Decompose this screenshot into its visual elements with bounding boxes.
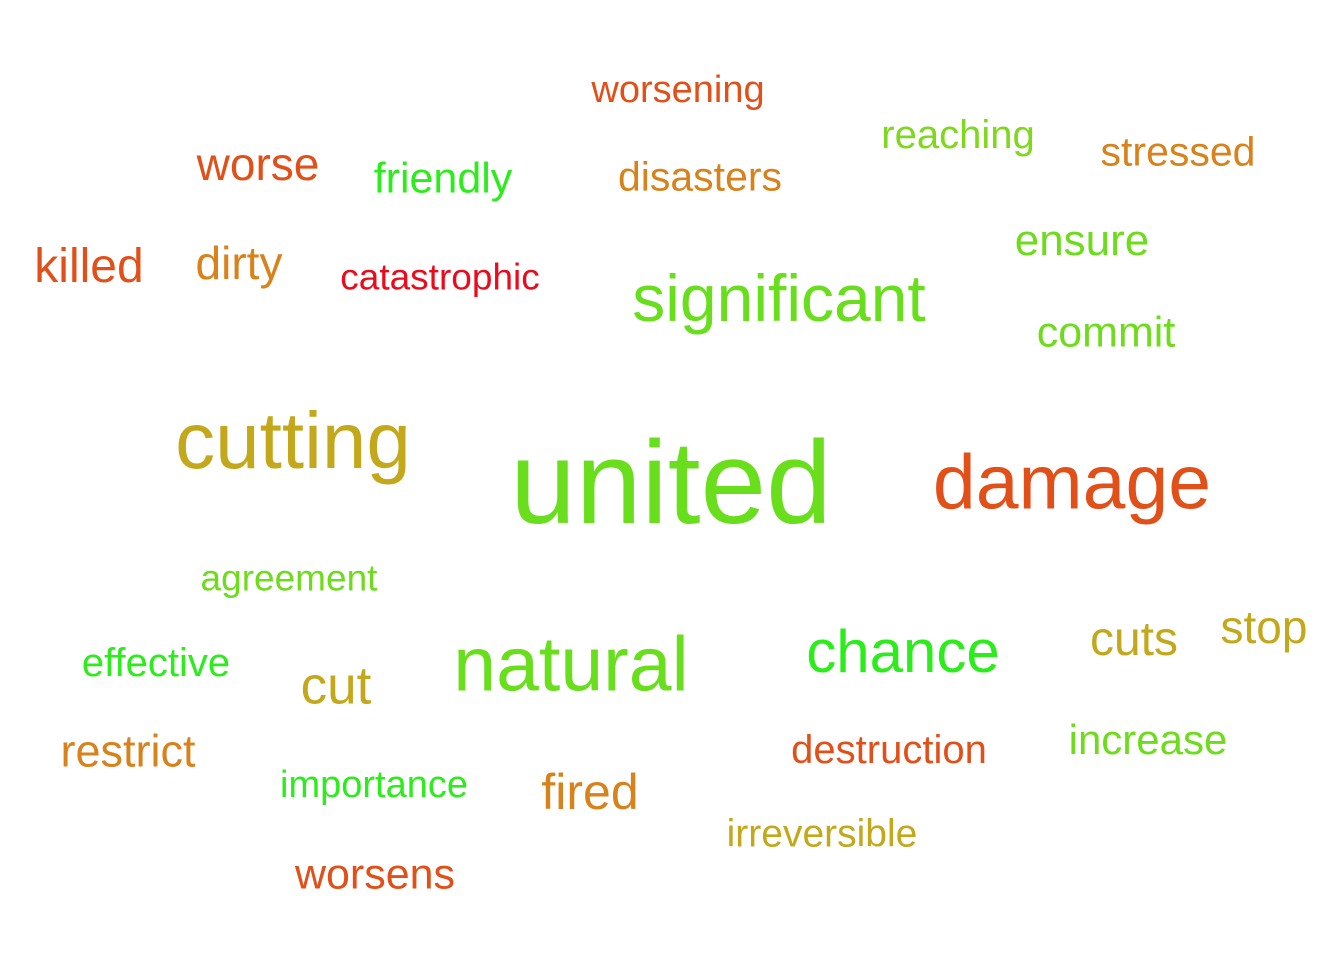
word-reaching: reaching	[881, 113, 1035, 157]
word-killed: killed	[34, 240, 144, 293]
word-stressed: stressed	[1100, 128, 1256, 175]
word-significant: significant	[632, 261, 926, 335]
word-effective: effective	[81, 641, 231, 685]
word-cuts: cuts	[1089, 613, 1179, 666]
word-cutting: cutting	[175, 396, 411, 485]
word-dirty: dirty	[195, 237, 283, 289]
word-disasters: disasters	[617, 153, 783, 200]
word-destruction: destruction	[791, 728, 987, 772]
word-ensure: ensure	[1014, 216, 1150, 265]
word-irreversible: irreversible	[726, 812, 918, 856]
word-damage: damage	[932, 439, 1212, 526]
word-catastrophic: catastrophic	[340, 256, 540, 298]
word-restrict: restrict	[60, 725, 196, 777]
word-worsening: worsening	[591, 69, 765, 111]
word-stop: stop	[1220, 601, 1308, 653]
word-united: united	[510, 417, 832, 549]
word-increase: increase	[1068, 716, 1228, 763]
word-cut: cut	[300, 656, 372, 716]
word-fired: fired	[541, 764, 639, 820]
word-friendly: friendly	[373, 154, 513, 203]
word-chance: chance	[806, 618, 1000, 685]
word-importance: importance	[280, 764, 468, 806]
word-worse: worse	[196, 138, 320, 190]
word-worsens: worsens	[294, 850, 456, 899]
word-natural: natural	[453, 621, 689, 708]
word-agreement: agreement	[200, 557, 378, 599]
word-commit: commit	[1036, 308, 1176, 357]
